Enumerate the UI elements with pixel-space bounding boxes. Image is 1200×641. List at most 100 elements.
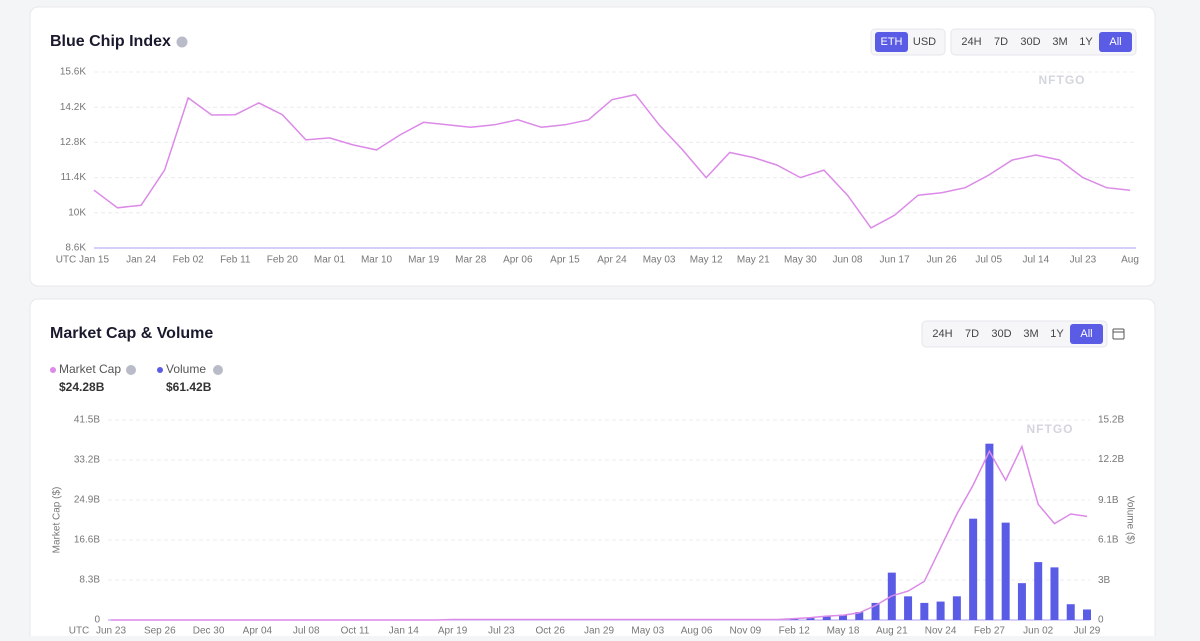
chart-title: Blue Chip Index xyxy=(50,33,171,50)
watermark: NFTGO xyxy=(1039,73,1086,87)
x-tick-label: Nov 09 xyxy=(730,626,762,636)
legend-value: $24.28B xyxy=(59,380,105,394)
x-tick-label: Feb 12 xyxy=(779,626,811,636)
x-tick-label: Jun 02 xyxy=(1023,626,1053,636)
y-tick-label: 33.2B xyxy=(74,455,100,466)
x-tick-label: Oct 26 xyxy=(535,626,565,636)
button[interactable]: 3M xyxy=(1023,328,1038,340)
bar xyxy=(855,612,864,620)
y-tick-label: 15.2B xyxy=(1098,415,1124,426)
button-active xyxy=(1099,32,1132,52)
bar xyxy=(822,616,831,620)
info-icon[interactable] xyxy=(213,365,223,375)
y-tick-label: 3B xyxy=(1098,575,1111,586)
button[interactable]: All xyxy=(1109,36,1121,48)
bar xyxy=(985,443,994,620)
x-tick-label: Jul 05 xyxy=(975,255,1002,266)
y-tick-label: 8.6K xyxy=(65,243,86,254)
x-tick-label: Apr 19 xyxy=(438,626,468,636)
button[interactable]: 7D xyxy=(965,328,979,340)
x-tick-label: Mar 10 xyxy=(361,255,393,266)
button-active xyxy=(1070,324,1103,344)
x-tick-label: Nov 24 xyxy=(925,626,957,636)
y-tick-label: 0 xyxy=(94,615,100,626)
button[interactable]: 1Y xyxy=(1079,36,1093,48)
axis-title: Market Cap ($) xyxy=(52,487,63,554)
x-tick-label: Feb 02 xyxy=(173,255,205,266)
x-tick-label: Feb 11 xyxy=(220,255,251,266)
y-tick-label: 15.6K xyxy=(60,67,86,78)
button-group xyxy=(950,28,1137,56)
x-tick-label: Sep 26 xyxy=(144,626,176,636)
legend-label[interactable]: Market Cap xyxy=(59,362,121,376)
y-tick-label: 14.2K xyxy=(60,102,86,113)
bar xyxy=(1083,609,1091,620)
y-tick-label: 41.5B xyxy=(74,415,100,426)
x-tick-label: May 18 xyxy=(827,626,860,636)
x-tick-label: Aug xyxy=(1121,255,1139,266)
x-tick-label: Feb 27 xyxy=(974,626,1006,636)
x-tick-label: Apr 04 xyxy=(243,626,273,636)
bar xyxy=(1001,522,1010,620)
button[interactable]: 24H xyxy=(961,36,981,48)
button[interactable]: ETH xyxy=(881,36,903,48)
axis-title: Volume ($) xyxy=(1124,496,1135,544)
bar xyxy=(952,596,961,620)
x-tick-label: Mar 19 xyxy=(408,255,440,266)
legend-swatch xyxy=(50,367,56,373)
legend-label[interactable]: Volume xyxy=(166,362,206,376)
x-tick-label: Jun 26 xyxy=(927,255,957,266)
bar xyxy=(904,596,913,620)
info-icon[interactable] xyxy=(176,36,188,48)
line xyxy=(111,444,1088,621)
bar xyxy=(969,518,978,620)
button[interactable]: 3M xyxy=(1052,36,1067,48)
button[interactable]: 24H xyxy=(932,328,952,340)
y-tick-label: 9.1B xyxy=(1098,495,1119,506)
calendar-icon[interactable] xyxy=(1112,328,1125,340)
x-tick-label: Jul 14 xyxy=(1022,255,1049,266)
bar xyxy=(806,617,815,620)
button-active xyxy=(875,32,908,52)
info-icon[interactable] xyxy=(126,365,136,375)
button[interactable]: All xyxy=(1080,328,1092,340)
x-tick-label: Aug 21 xyxy=(876,626,908,636)
x-tick-label: Feb 20 xyxy=(267,255,299,266)
bar xyxy=(1050,567,1059,620)
x-tick-label: May 03 xyxy=(631,626,664,636)
button[interactable]: 30D xyxy=(1020,36,1040,48)
watermark: NFTGO xyxy=(1027,422,1074,436)
bar xyxy=(936,601,945,620)
button[interactable]: 1Y xyxy=(1050,328,1064,340)
y-tick-label: 10K xyxy=(68,207,86,218)
button[interactable]: 7D xyxy=(994,36,1008,48)
bar xyxy=(871,602,880,620)
y-tick-label: 8.3B xyxy=(79,575,100,586)
x-tick-label: Jun 17 xyxy=(880,255,910,266)
bar xyxy=(1034,562,1043,620)
x-tick-label: Jul 08 xyxy=(293,626,320,636)
legend-value: $61.42B xyxy=(166,380,212,394)
x-tick-label: Oct 11 xyxy=(341,626,370,636)
y-tick-label: 12.8K xyxy=(60,137,86,148)
legend-swatch xyxy=(157,367,163,373)
bar xyxy=(920,602,929,620)
bar xyxy=(839,614,847,620)
timezone: UTC xyxy=(56,255,77,266)
button[interactable]: USD xyxy=(913,36,936,48)
x-tick-label: Jan 24 xyxy=(126,255,156,266)
y-tick-label: 6.1B xyxy=(1098,534,1119,545)
line xyxy=(93,93,1131,229)
x-tick-label: Jul 23 xyxy=(488,626,515,636)
bar xyxy=(1017,583,1026,620)
chart-title: Market Cap & Volume xyxy=(50,325,213,342)
x-tick-label: Jun 08 xyxy=(832,255,862,266)
y-tick-label: 16.6B xyxy=(74,535,100,546)
button[interactable]: 30D xyxy=(991,328,1011,340)
y-tick-label: 24.9B xyxy=(74,495,100,506)
x-tick-label: May 03 xyxy=(643,255,676,266)
y-tick-label: 12.2B xyxy=(1098,454,1124,465)
x-tick-label: Jan 29 xyxy=(584,626,614,636)
y-tick-label: 0 xyxy=(1098,615,1104,626)
